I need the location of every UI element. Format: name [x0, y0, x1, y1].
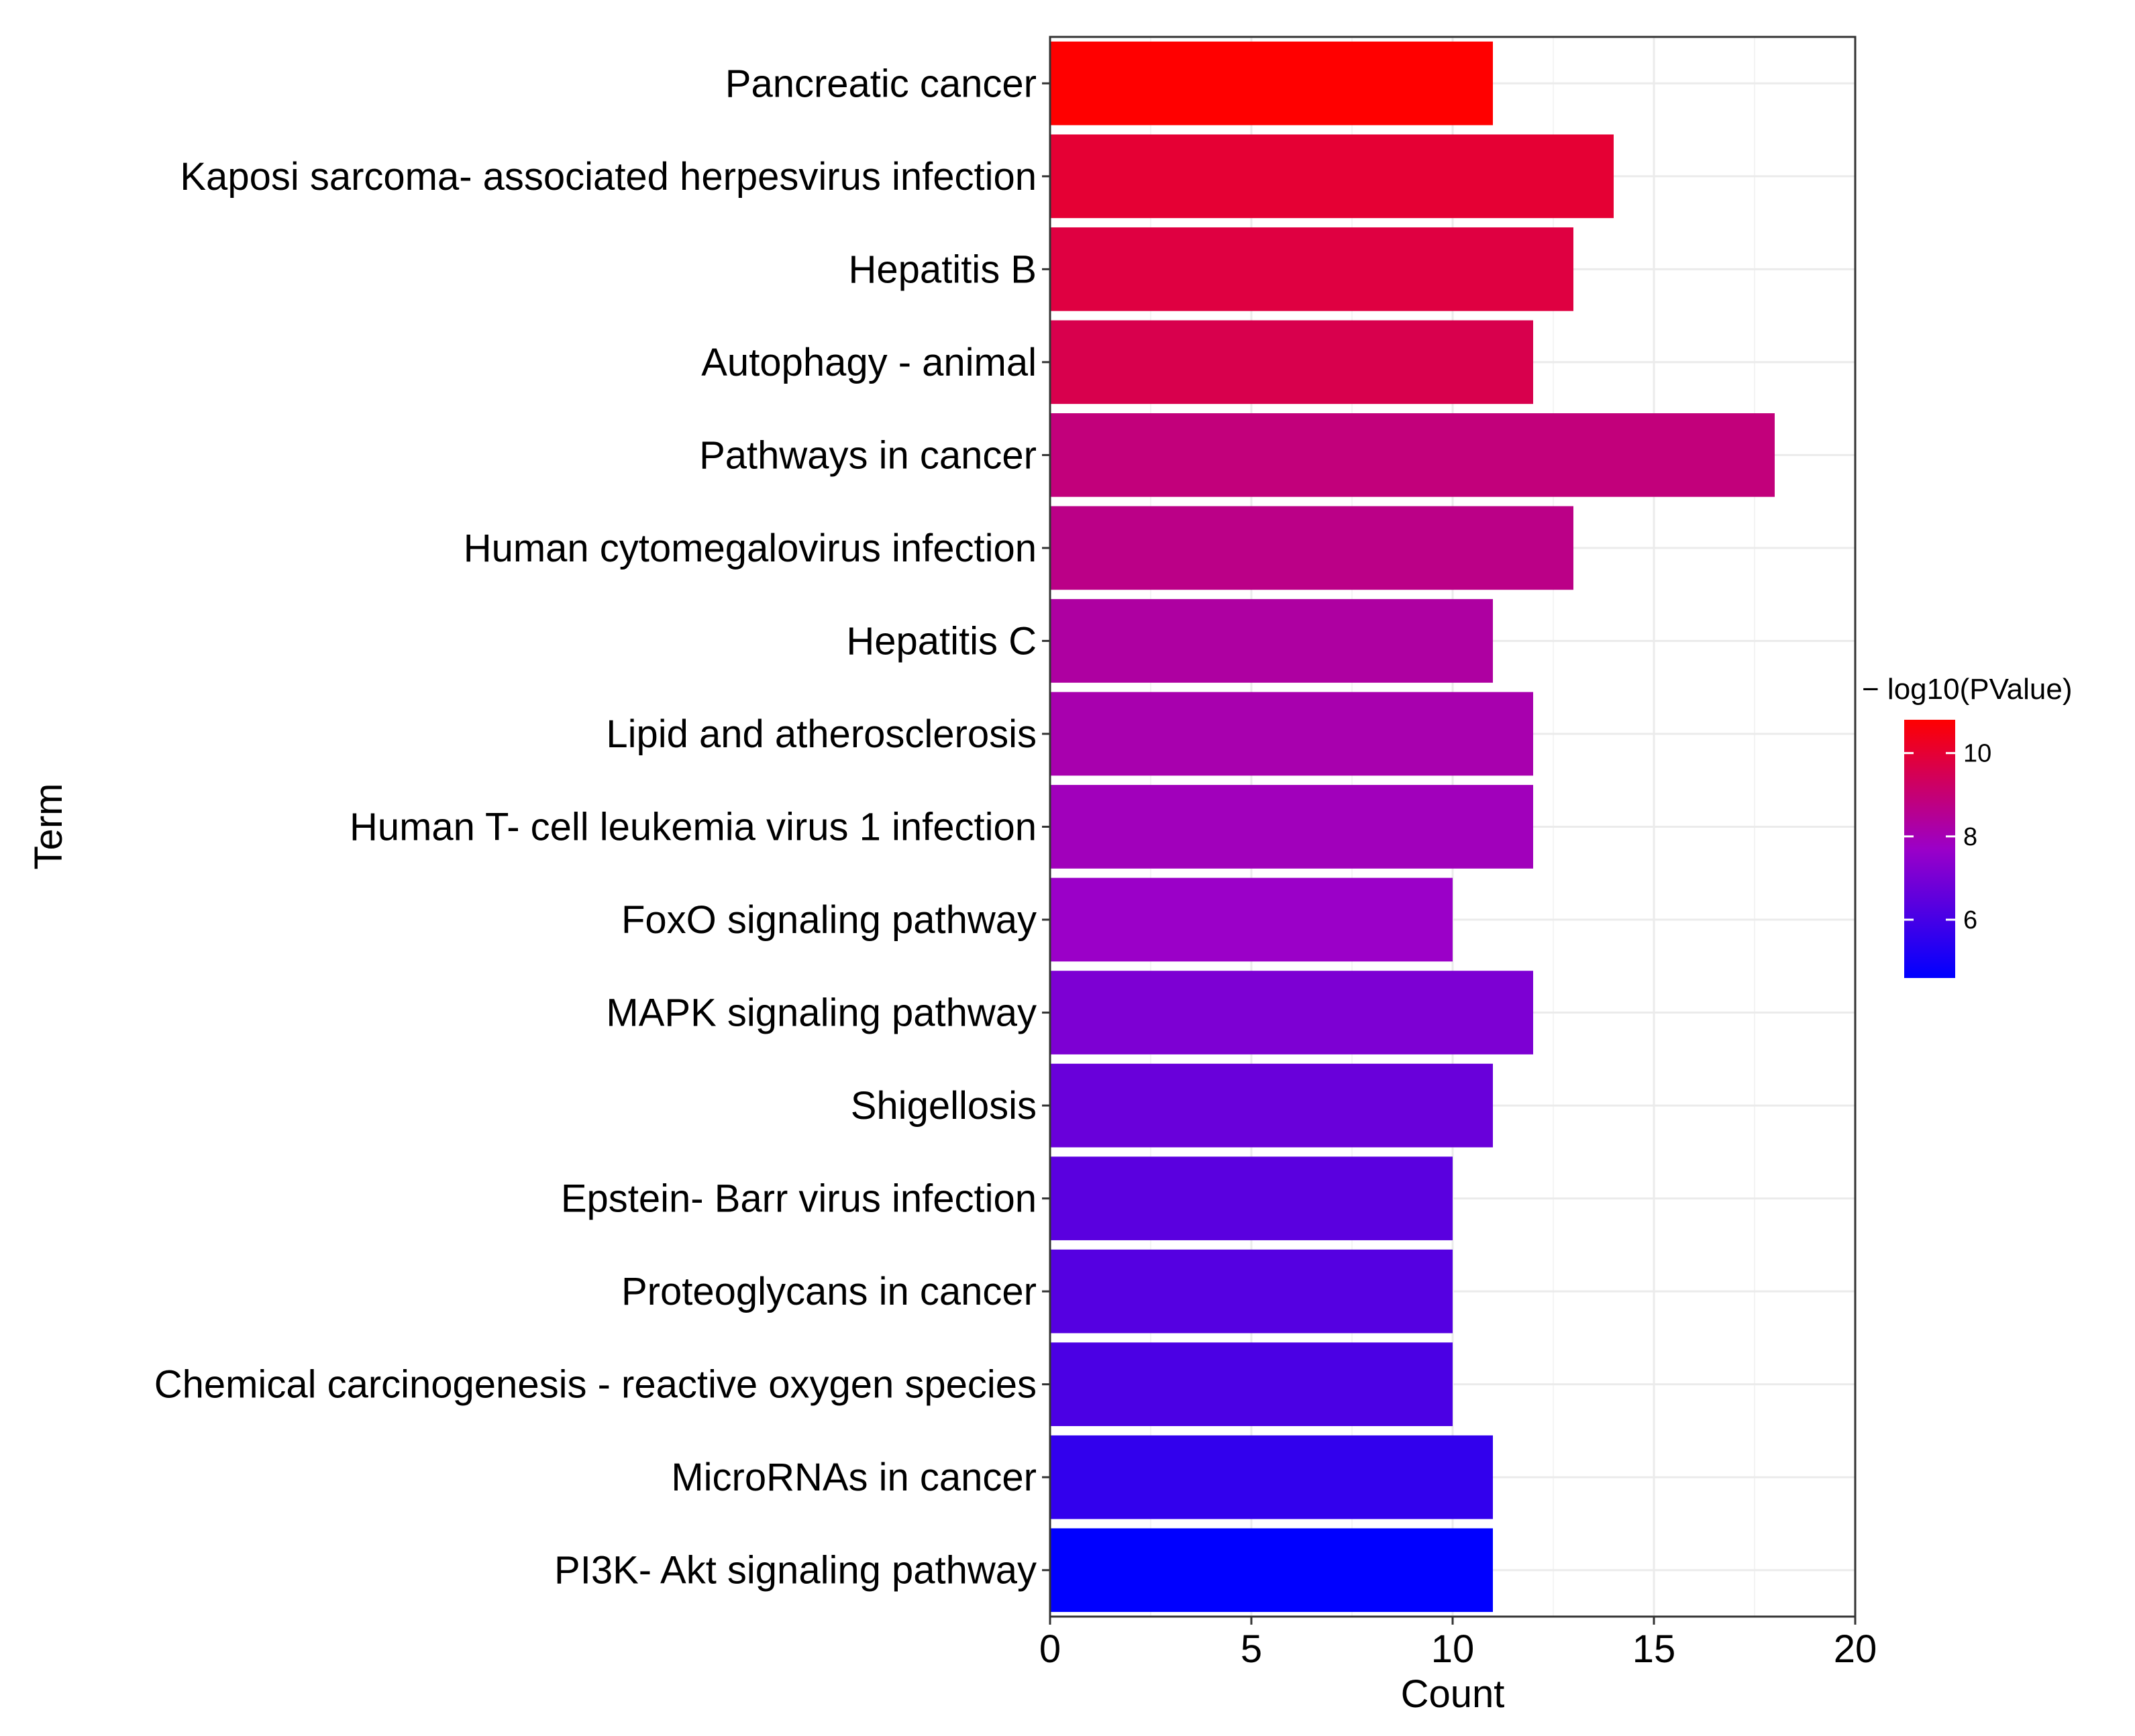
bar: [1050, 1342, 1453, 1427]
y-tick-label: Hepatitis B: [849, 248, 1037, 291]
bar: [1050, 971, 1533, 1054]
bar: [1050, 599, 1493, 683]
x-tick-label: 15: [1632, 1627, 1676, 1671]
bar: [1050, 1063, 1493, 1148]
legend-tick-label: 6: [1963, 906, 1977, 934]
legend-tick-label: 10: [1963, 740, 1991, 768]
color-legend: − log10(PValue) 6 8 10: [1862, 673, 2073, 978]
y-tick-label: Shigellosis: [851, 1084, 1037, 1128]
x-tick-label: 20: [1834, 1627, 1877, 1671]
y-tick-label: Hepatitis C: [846, 619, 1037, 663]
legend-title: − log10(PValue): [1862, 673, 2073, 706]
bar: [1050, 506, 1573, 590]
y-tick-label: Human T- cell leukemia virus 1 infection: [350, 806, 1037, 849]
bar: [1050, 320, 1533, 404]
y-tick-label: Human cytomegalovirus infection: [464, 527, 1037, 570]
legend-colorbar: [1904, 720, 1955, 978]
y-tick-label: MAPK signaling pathway: [606, 991, 1037, 1035]
y-tick-label: Proteoglycans in cancer: [621, 1270, 1037, 1313]
bar: [1050, 1528, 1493, 1613]
bar: [1050, 1249, 1453, 1334]
bar: [1050, 692, 1533, 776]
x-tick-label: 0: [1039, 1627, 1061, 1671]
bar: [1050, 785, 1533, 869]
legend-tick-label: 8: [1963, 823, 1977, 851]
y-tick-label: PI3K- Akt signaling pathway: [554, 1549, 1037, 1592]
bar: [1050, 134, 1614, 219]
bar: [1050, 413, 1775, 497]
y-tick-label: Autophagy - animal: [701, 341, 1037, 384]
bar: [1050, 877, 1453, 962]
x-axis: 0 5 10 15 20: [1039, 1617, 1877, 1671]
y-tick-label: FoxO signaling pathway: [621, 898, 1037, 942]
y-tick-label: Chemical carcinogenesis - reactive oxyge…: [154, 1363, 1037, 1407]
x-tick-label: 10: [1431, 1627, 1475, 1671]
bars: [1050, 41, 1775, 1613]
y-tick-label: Epstein- Barr virus infection: [561, 1177, 1037, 1221]
y-tick-label: Kaposi sarcoma- associated herpesvirus i…: [180, 155, 1037, 199]
x-tick-label: 5: [1241, 1627, 1262, 1671]
bar: [1050, 1156, 1453, 1240]
y-tick-label: Lipid and atherosclerosis: [606, 712, 1037, 756]
y-tick-label: Pathways in cancer: [699, 433, 1037, 477]
y-tick-label: Pancreatic cancer: [725, 62, 1037, 105]
y-axis: Pancreatic cancer Kaposi sarcoma- associa…: [154, 62, 1050, 1592]
bar: [1050, 227, 1573, 311]
y-tick-label: MicroRNAs in cancer: [671, 1456, 1037, 1499]
bar: [1050, 41, 1493, 125]
y-axis-title: Term: [27, 783, 70, 870]
x-axis-title: Count: [1401, 1672, 1505, 1716]
bar: [1050, 1435, 1493, 1519]
